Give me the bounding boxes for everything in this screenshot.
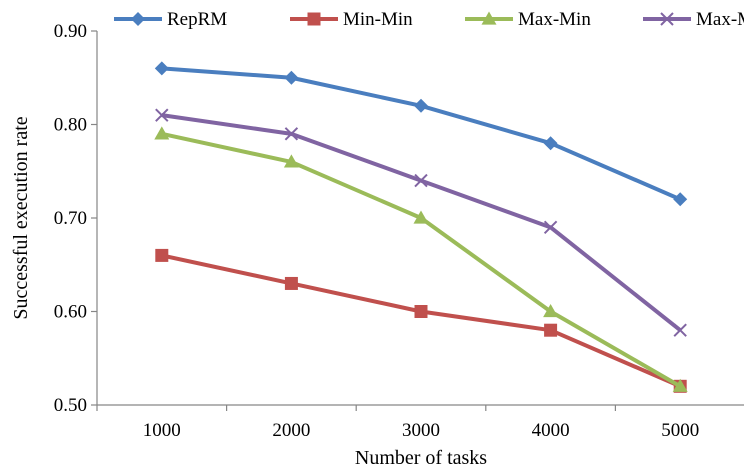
data-point-max-min — [543, 304, 559, 318]
series-max-max — [155, 108, 687, 337]
data-point-min-min — [544, 323, 558, 337]
data-point-min-min — [284, 276, 298, 290]
y-axis-title: Successful execution rate — [10, 116, 32, 319]
data-point-max-max — [284, 127, 299, 141]
y-ticks: 0.50 0.60 0.70 0.80 0.90 — [54, 21, 97, 416]
data-point-reprm — [414, 98, 428, 113]
legend-item-reprm: RepRM — [114, 9, 227, 30]
legend-label: RepRM — [167, 9, 227, 30]
data-point-reprm — [543, 136, 558, 151]
y-tick-label: 0.50 — [54, 395, 87, 416]
data-point-min-min — [414, 305, 428, 318]
legend: RepRM Min-Min Max-Min Max-Max — [114, 9, 744, 30]
series-line-max-min — [161, 131, 682, 389]
data-point-reprm — [284, 70, 299, 85]
legend-marker — [660, 12, 674, 26]
x-axis-title: Number of tasks — [355, 447, 487, 469]
series-line-min-min — [161, 253, 681, 389]
y-tick-label: 0.60 — [54, 302, 87, 323]
legend-item-min-min: Min-Min — [290, 9, 413, 30]
y-tick-label: 0.70 — [54, 208, 87, 229]
y-tick-label: 0.80 — [54, 115, 87, 136]
data-point-max-max — [673, 323, 687, 337]
legend-marker — [307, 12, 321, 26]
data-point-max-max — [155, 108, 169, 122]
data-point-max-min — [154, 126, 170, 140]
data-point-max-min — [672, 378, 688, 392]
legend-marker — [481, 11, 497, 25]
legend-label: Min-Min — [343, 9, 413, 30]
legend-label: Max-Min — [518, 9, 591, 30]
series-group — [154, 61, 688, 393]
series-max-min — [154, 126, 688, 392]
legend-item-max-min: Max-Min — [465, 9, 591, 30]
data-point-max-min — [283, 154, 299, 168]
x-ticks: 1000 2000 3000 4000 5000 — [96, 405, 699, 441]
y-tick-label: 0.90 — [54, 21, 87, 42]
data-point-reprm — [154, 61, 169, 76]
data-point-max-max — [543, 220, 558, 235]
data-point-max-max — [414, 173, 428, 188]
legend-label: Max-Max — [696, 9, 744, 30]
series-reprm — [154, 61, 688, 207]
x-tick-label: 4000 — [532, 420, 570, 441]
data-point-reprm — [673, 192, 688, 207]
legend-marker — [131, 12, 145, 26]
data-point-min-min — [155, 248, 169, 262]
x-tick-label: 2000 — [272, 420, 310, 441]
x-tick-label: 5000 — [661, 420, 699, 441]
x-tick-label: 3000 — [402, 420, 440, 441]
legend-item-max-max: Max-Max — [643, 9, 744, 30]
x-tick-label: 1000 — [143, 420, 181, 441]
data-point-max-min — [413, 210, 429, 224]
